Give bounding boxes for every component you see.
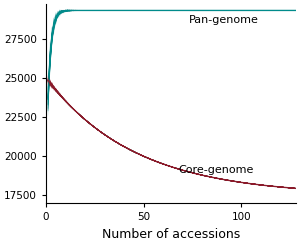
- X-axis label: Number of accessions: Number of accessions: [102, 228, 240, 241]
- Text: Core-genome: Core-genome: [179, 165, 254, 175]
- Text: Pan-genome: Pan-genome: [188, 15, 258, 25]
